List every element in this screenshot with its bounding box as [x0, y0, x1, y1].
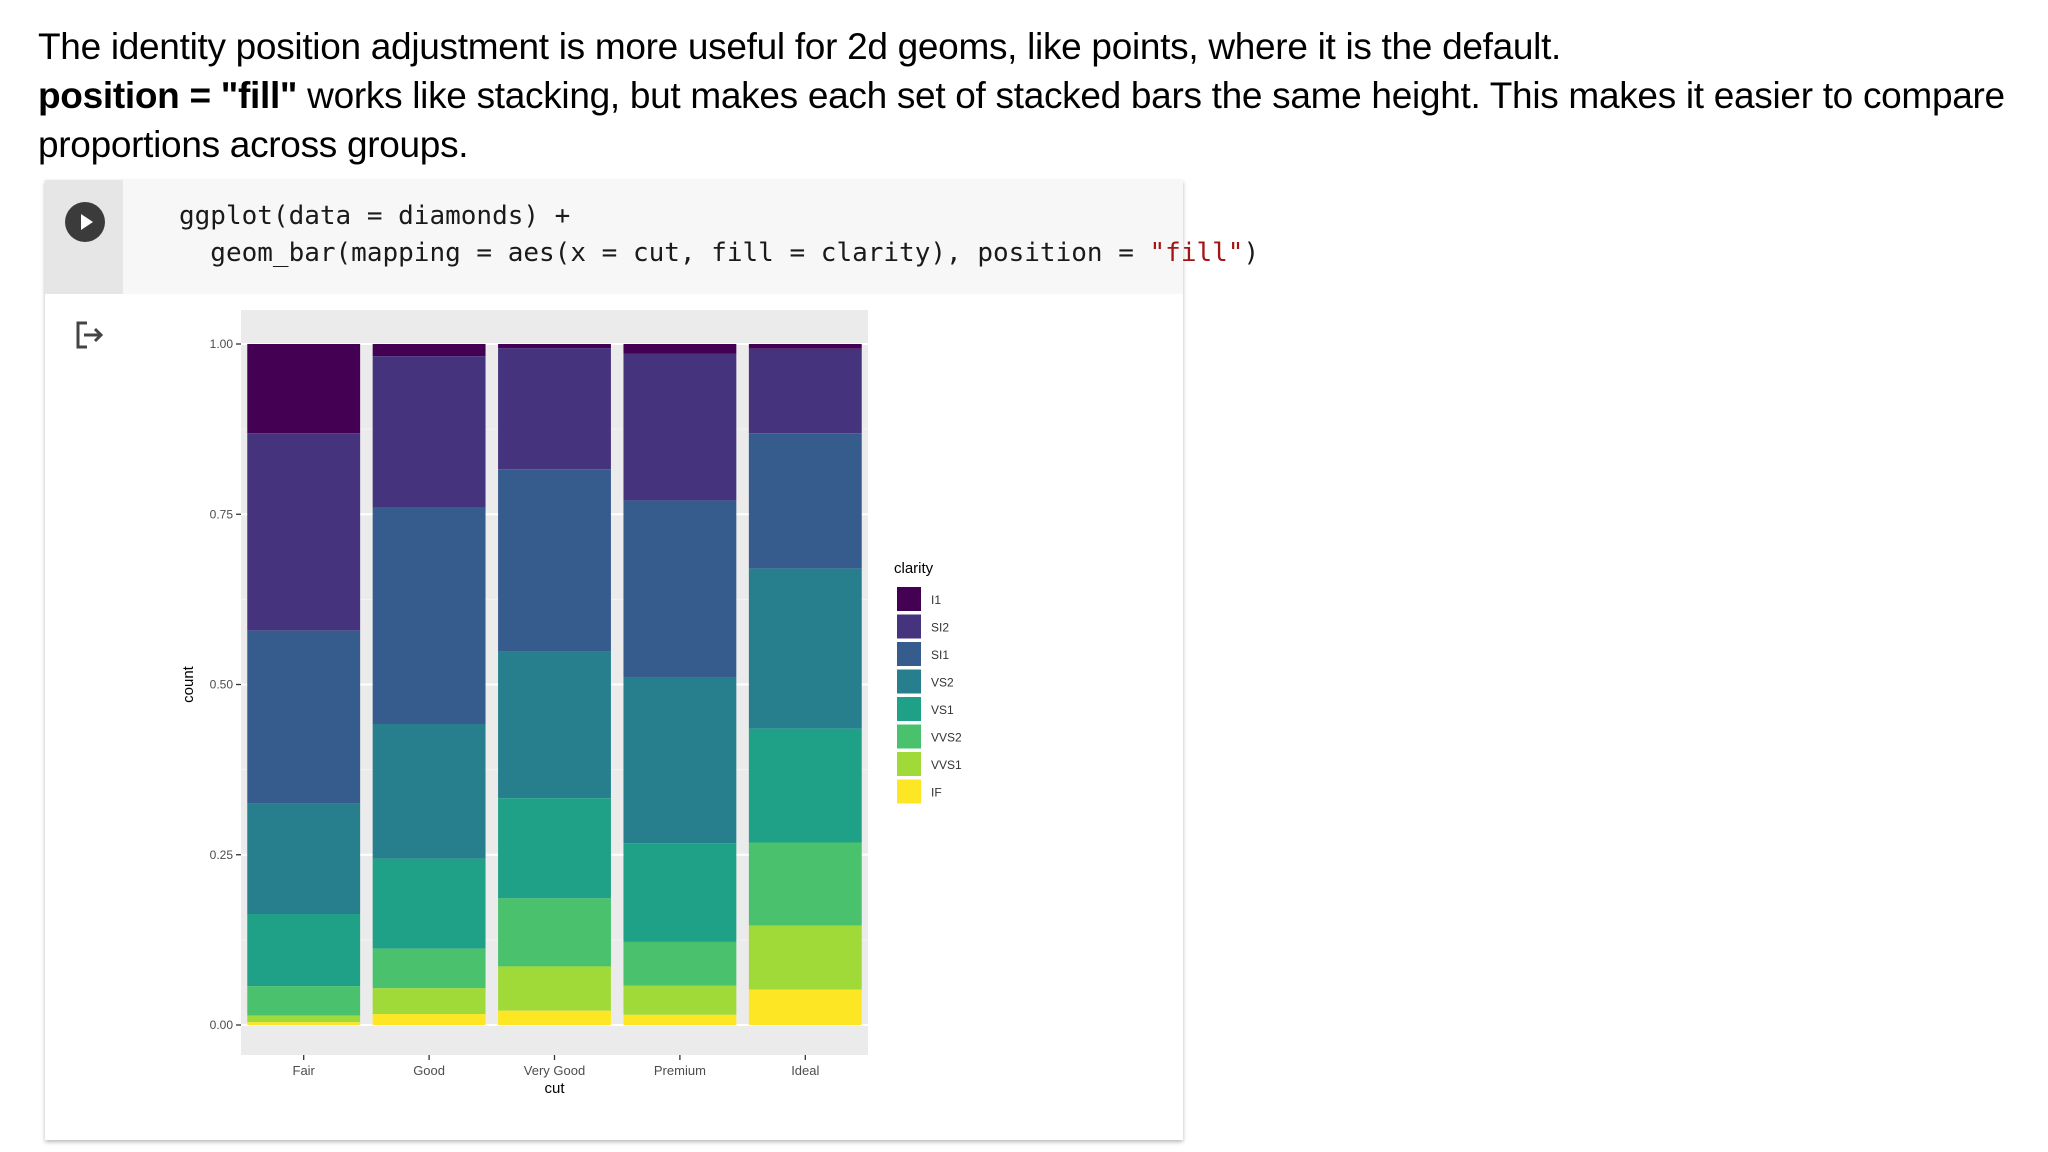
bar-segment-ideal-i1 — [748, 344, 862, 349]
bar-segment-very-good-vs1 — [498, 798, 611, 899]
output-redirect-icon[interactable] — [73, 318, 107, 352]
bar-segment-fair-vvs1 — [247, 1015, 361, 1023]
bar-segment-fair-si1 — [247, 630, 361, 804]
intro-text: The identity position adjustment is more… — [38, 22, 2028, 169]
bar-segment-ideal-if — [748, 989, 862, 1025]
legend-key-vvs1 — [897, 752, 921, 776]
bar-segment-very-good-i1 — [498, 344, 611, 349]
legend-label-si2: SI2 — [931, 621, 949, 635]
bar-segment-good-vs2 — [372, 723, 486, 859]
legend-label-vvs2: VVS2 — [931, 731, 962, 745]
bar-segment-very-good-if — [498, 1010, 611, 1025]
x-axis-label: cut — [544, 1080, 565, 1097]
legend-label-si1: SI1 — [931, 648, 949, 662]
y-tick-label: 0.25 — [210, 848, 234, 862]
bar-segment-very-good-si2 — [498, 348, 611, 470]
bar-segment-ideal-vvs2 — [748, 842, 862, 926]
legend: clarity I1 SI2 SI1 VS2 VS1 VVS2 VVS1 IF — [894, 560, 962, 804]
bar-segment-premium-si2 — [623, 353, 737, 501]
y-tick-label: 0.75 — [210, 507, 234, 521]
y-axis: 0.00 0.25 0.50 0.75 1.00 — [210, 337, 241, 1032]
legend-key-vs2 — [897, 669, 921, 694]
bar-segment-good-si1 — [372, 507, 486, 724]
bar-segment-fair-i1 — [247, 344, 361, 434]
x-tick-label: Good — [413, 1063, 445, 1078]
bar-segment-premium-vvs1 — [623, 985, 737, 1015]
legend-key-si1 — [897, 642, 921, 666]
bar-segment-very-good-si1 — [498, 469, 611, 652]
code-line-2-prefix: geom_bar(mapping = aes(x = cut, fill = c… — [179, 238, 1150, 268]
intro-line-2: position = "fill" works like stacking, b… — [38, 71, 2028, 169]
x-tick-label: Ideal — [791, 1063, 819, 1078]
bar-segment-ideal-vvs1 — [748, 925, 862, 990]
run-cell-button[interactable] — [65, 202, 105, 242]
bar-segment-premium-si1 — [623, 500, 737, 678]
bar-segment-premium-vs2 — [623, 677, 737, 844]
legend-label-i1: I1 — [931, 593, 941, 607]
bar-segment-premium-vs1 — [623, 843, 737, 942]
notebook-code-cell: ggplot(data = diamonds) + geom_bar(mappi… — [45, 180, 1259, 1140]
cell-gutter — [45, 180, 123, 294]
bar-segment-ideal-si2 — [748, 348, 862, 434]
bar-segment-good-i1 — [372, 344, 486, 357]
bar-segment-premium-if — [623, 1014, 737, 1025]
legend-label-vs2: VS2 — [931, 676, 954, 690]
code-text: ggplot(data = diamonds) + geom_bar(mappi… — [179, 198, 1259, 272]
bar-segment-premium-i1 — [623, 344, 737, 354]
x-axis: Fair Good Very Good Premium Ideal — [293, 1055, 820, 1078]
bar-segment-fair-vs1 — [247, 913, 361, 987]
bar-segment-good-vvs1 — [372, 988, 486, 1015]
bar-segment-ideal-si1 — [748, 433, 862, 569]
y-axis-label: count — [180, 665, 197, 703]
bar-segment-fair-vs2 — [247, 803, 361, 914]
y-tick-label: 0.50 — [210, 678, 234, 692]
bar-segment-very-good-vvs1 — [498, 966, 611, 1011]
x-tick-label: Very Good — [524, 1063, 585, 1078]
bar-segment-fair-if — [247, 1022, 361, 1025]
legend-key-i1 — [897, 587, 921, 611]
legend-key-si2 — [897, 614, 921, 639]
bar-segment-ideal-vs2 — [748, 568, 862, 729]
position-fill-term: position = "fill" — [38, 75, 298, 116]
bar-segment-good-vs1 — [372, 858, 486, 949]
bar-segment-very-good-vs2 — [498, 651, 611, 799]
code-line-2-suffix: ) — [1243, 238, 1260, 268]
legend-key-vvs2 — [897, 724, 921, 749]
play-icon — [81, 214, 93, 230]
y-tick-label: 1.00 — [210, 337, 234, 351]
bar-segment-good-vvs2 — [372, 948, 486, 989]
y-tick-label: 0.00 — [210, 1018, 234, 1032]
intro-line-2-rest: works like stacking, but makes each set … — [38, 75, 2005, 165]
legend-label-if: IF — [931, 786, 942, 800]
bar-segment-fair-si2 — [247, 433, 361, 631]
bar-segment-very-good-vvs2 — [498, 898, 611, 967]
bar-segment-premium-vvs2 — [623, 941, 737, 986]
intro-line-1: The identity position adjustment is more… — [38, 26, 1562, 67]
code-string-fill: "fill" — [1149, 238, 1244, 268]
code-line-1: ggplot(data = diamonds) + — [179, 201, 571, 231]
stacked-bar-chart: 0.00 0.25 0.50 0.75 1.00 Fair Good Very Good Pr… — [180, 310, 962, 1097]
bars — [247, 344, 862, 1025]
code-editor[interactable]: ggplot(data = diamonds) + geom_bar(mappi… — [123, 180, 1259, 294]
legend-key-vs1 — [897, 697, 921, 721]
legend-label-vvs1: VVS1 — [931, 758, 962, 772]
legend-key-if — [897, 779, 921, 804]
bar-segment-good-si2 — [372, 356, 486, 508]
bar-segment-ideal-vs1 — [748, 728, 862, 843]
bar-segment-fair-vvs2 — [247, 986, 361, 1016]
x-tick-label: Premium — [654, 1063, 706, 1078]
x-tick-label: Fair — [293, 1063, 316, 1078]
legend-label-vs1: VS1 — [931, 703, 954, 717]
legend-title: clarity — [894, 560, 934, 577]
bar-segment-good-if — [372, 1014, 486, 1025]
